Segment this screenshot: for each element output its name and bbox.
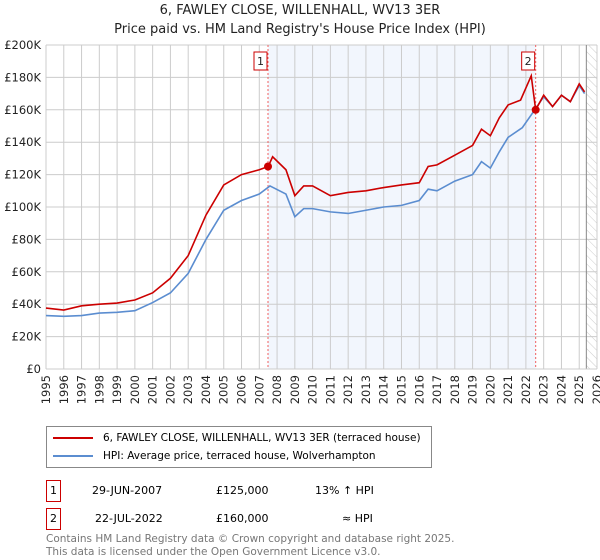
- y-tick-label: £40K: [12, 297, 42, 311]
- x-tick-label: 1996: [57, 375, 71, 404]
- x-tick-label: 1997: [75, 375, 89, 404]
- x-tick-label: 2012: [341, 375, 355, 404]
- legend-swatch-property: [53, 437, 93, 439]
- x-tick-label: 2009: [288, 375, 302, 404]
- sale-label-box: [521, 51, 536, 71]
- x-tick-label: 2003: [181, 375, 195, 404]
- x-tick-label: 2017: [430, 375, 444, 404]
- y-tick-label: £60K: [12, 265, 42, 279]
- sale-label: 2: [525, 55, 532, 68]
- hpi-line: [45, 83, 586, 318]
- x-tick-label: 2008: [270, 375, 284, 404]
- chart-subtitle: Price paid vs. HM Land Registry's House …: [114, 22, 486, 37]
- x-tick-label: 2005: [217, 375, 231, 404]
- sale-point: [263, 162, 272, 171]
- y-tick-label: £200K: [4, 38, 41, 52]
- property-price-line: [45, 72, 586, 311]
- x-tick-label: 2023: [537, 375, 551, 404]
- y-tick-label: £80K: [12, 232, 42, 246]
- footer: Contains HM Land Registry data © Crown c…: [46, 533, 454, 559]
- x-tick-label: 2015: [394, 375, 408, 404]
- footer-copyright: Contains HM Land Registry data © Crown c…: [46, 533, 455, 545]
- legend-label-hpi: HPI: Average price, terraced house, Wolv…: [103, 450, 376, 462]
- x-tick-label: 2006: [235, 375, 249, 404]
- x-tick-label: 2004: [199, 375, 213, 404]
- sale-date: 29-JUN-2007: [92, 484, 163, 497]
- sale-price: £160,000: [216, 512, 269, 525]
- x-tick-label: 2002: [163, 375, 177, 404]
- y-tick-label: £100K: [4, 200, 41, 214]
- x-tick-label: 2013: [359, 375, 373, 404]
- sale-date: 22-JUL-2022: [95, 512, 163, 525]
- x-tick-label: 2020: [483, 375, 497, 404]
- legend-label-property: 6, FAWLEY CLOSE, WILLENHALL, WV13 3ER (t…: [103, 432, 421, 444]
- x-tick-label: 2024: [554, 375, 568, 404]
- x-tick-label: 2019: [466, 375, 480, 404]
- x-tick-label: 1995: [39, 375, 53, 404]
- legend-item-hpi: HPI: Average price, terraced house, Wolv…: [53, 448, 376, 464]
- sale-vs-hpi: ≈ HPI: [342, 512, 373, 525]
- sale-vs-hpi: 13% ↑ HPI: [315, 484, 374, 497]
- sale-label-box: [253, 51, 268, 71]
- y-tick-label: £0: [26, 362, 41, 376]
- sale-price: £125,000: [216, 484, 269, 497]
- sale-label: 1: [257, 55, 264, 68]
- x-tick-label: 1999: [110, 375, 124, 404]
- x-tick-label: 1998: [92, 375, 106, 404]
- x-tick-label: 2018: [448, 375, 462, 404]
- legend-item-property: 6, FAWLEY CLOSE, WILLENHALL, WV13 3ER (t…: [53, 430, 421, 446]
- x-tick-label: 2016: [412, 375, 426, 404]
- legend-swatch-hpi: [53, 455, 93, 457]
- x-tick-label: 2000: [128, 375, 142, 404]
- sale-marker-badge: 1: [46, 480, 61, 502]
- y-tick-label: £140K: [4, 135, 41, 149]
- y-tick-label: £180K: [4, 70, 41, 84]
- x-tick-label: 2001: [146, 375, 160, 404]
- footer-licence: This data is licensed under the Open Gov…: [46, 546, 381, 558]
- x-tick-label: 2007: [252, 375, 266, 404]
- x-tick-label: 2014: [377, 375, 391, 404]
- x-tick-label: 2010: [306, 375, 320, 404]
- x-tick-label: 2022: [519, 375, 533, 404]
- sale-point: [531, 105, 540, 114]
- chart-title: 6, FAWLEY CLOSE, WILLENHALL, WV13 3ER: [159, 3, 441, 18]
- legend: 6, FAWLEY CLOSE, WILLENHALL, WV13 3ER (t…: [46, 426, 432, 468]
- x-tick-label: 2021: [501, 375, 515, 404]
- y-tick-label: £20K: [12, 330, 42, 344]
- y-tick-label: £120K: [4, 168, 41, 182]
- price-chart: 1995 1996 1997 1998 1999 2000 2001 2002 2003 2004…: [4, 38, 600, 404]
- x-tick-label: 2025: [572, 375, 586, 404]
- sale-marker-badge: 2: [46, 508, 61, 530]
- y-tick-label: £160K: [4, 103, 41, 117]
- x-tick-label: 2011: [323, 375, 337, 404]
- x-tick-label: 2026: [590, 375, 600, 404]
